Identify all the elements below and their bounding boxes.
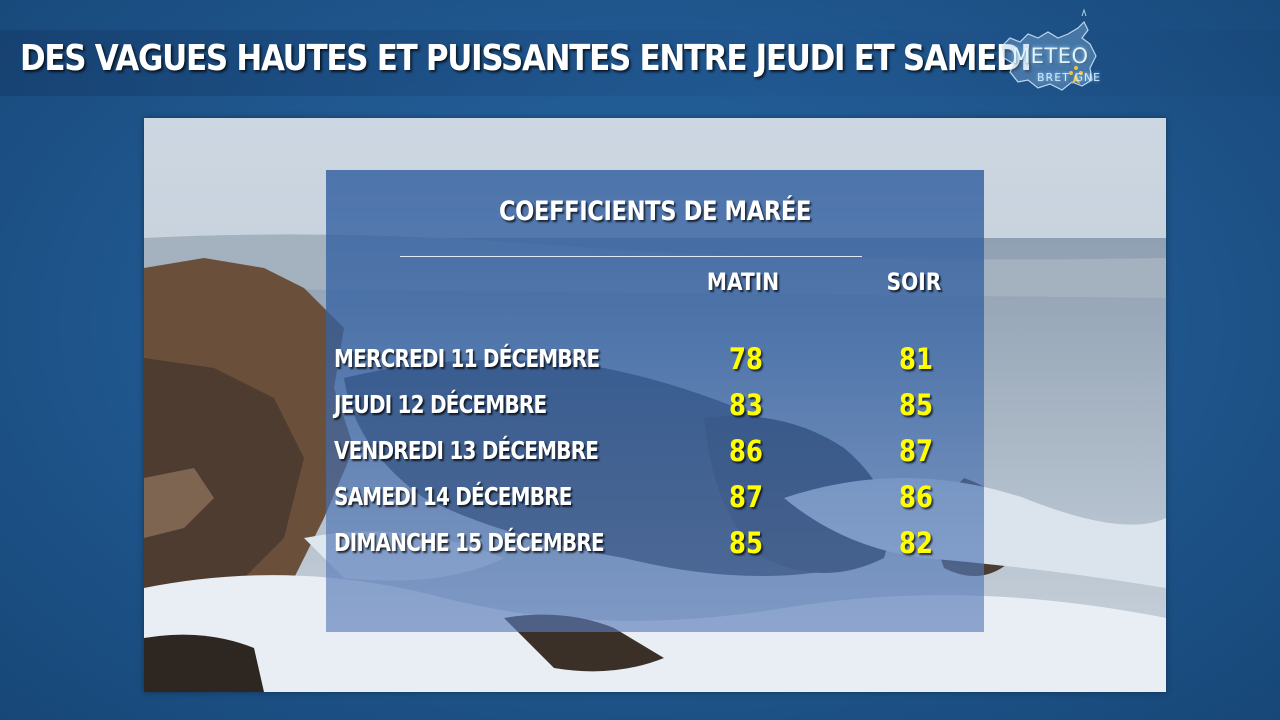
logo-subtitle: BRET GNE: [1037, 71, 1102, 84]
table-row: JEUDI 12 DÉCEMBRE 83 85: [326, 386, 984, 432]
title-bar: [0, 30, 1280, 96]
row-soir-value: 85: [899, 388, 933, 422]
panel-heading: COEFFICIENTS DE MARÉE: [498, 196, 812, 227]
row-soir-value: 87: [899, 434, 933, 468]
meteo-bretagne-logo: METEO BRET GNE: [992, 8, 1122, 103]
column-header-matin: MATIN: [706, 268, 780, 296]
tide-coefficients-panel: COEFFICIENTS DE MARÉE MATIN SOIR MERCRED…: [326, 170, 984, 632]
row-day: JEUDI 12 DÉCEMBRE: [334, 390, 547, 419]
tide-table: MERCREDI 11 DÉCEMBRE 78 81 JEUDI 12 DÉCE…: [326, 340, 984, 570]
logo-wordmark: METEO: [1012, 44, 1089, 68]
page-title: DES VAGUES HAUTES ET PUISSANTES ENTRE JE…: [20, 38, 1032, 79]
row-matin-value: 86: [729, 434, 763, 468]
column-header-soir: SOIR: [886, 268, 942, 296]
row-matin-value: 87: [729, 480, 763, 514]
heading-divider: [400, 256, 862, 257]
row-day: DIMANCHE 15 DÉCEMBRE: [334, 528, 605, 557]
row-soir-value: 86: [899, 480, 933, 514]
table-row: SAMEDI 14 DÉCEMBRE 87 86: [326, 478, 984, 524]
row-matin-value: 78: [729, 342, 763, 376]
row-matin-value: 85: [729, 526, 763, 560]
row-day: VENDREDI 13 DÉCEMBRE: [334, 436, 599, 465]
row-soir-value: 82: [899, 526, 933, 560]
table-row: DIMANCHE 15 DÉCEMBRE 85 82: [326, 524, 984, 570]
row-day: MERCREDI 11 DÉCEMBRE: [334, 344, 600, 373]
table-row: VENDREDI 13 DÉCEMBRE 86 87: [326, 432, 984, 478]
row-matin-value: 83: [729, 388, 763, 422]
brittany-map-ermine-icon: [1001, 8, 1097, 91]
row-soir-value: 81: [899, 342, 933, 376]
row-day: SAMEDI 14 DÉCEMBRE: [334, 482, 572, 511]
table-row: MERCREDI 11 DÉCEMBRE 78 81: [326, 340, 984, 386]
